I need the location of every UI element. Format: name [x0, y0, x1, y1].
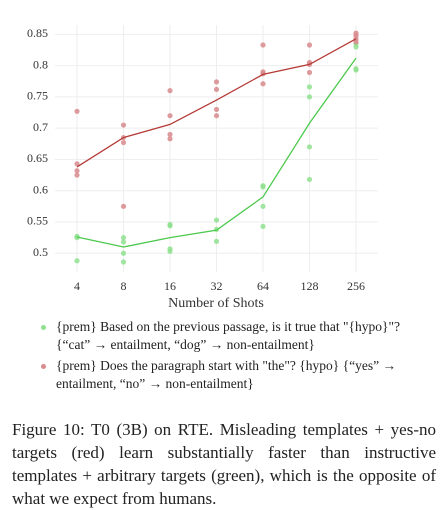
data-point — [74, 172, 80, 178]
data-point — [74, 168, 80, 174]
y-tick-label: 0.8 — [33, 57, 48, 71]
x-axis-label: Number of Shots — [168, 296, 264, 311]
x-tick-label: 16 — [164, 279, 176, 293]
data-point — [260, 42, 266, 48]
legend-marker — [41, 364, 46, 369]
data-point — [74, 108, 80, 114]
series-line — [76, 57, 357, 248]
data-point — [74, 258, 80, 264]
legend-marker — [41, 325, 46, 330]
caption: Figure 10: T0 (3B) on RTE. Misleading te… — [12, 420, 436, 508]
data-point — [167, 223, 173, 229]
data-point — [167, 113, 173, 119]
data-point — [306, 94, 313, 100]
data-point — [167, 248, 173, 254]
x-tick-label: 128 — [301, 279, 319, 293]
data-point — [120, 203, 127, 209]
legend-label: {prem} Does the paragraph start with "th… — [56, 358, 396, 391]
legend-label: {prem} Based on the previous passage, is… — [56, 319, 400, 352]
legend: {prem} Based on the previous passage, is… — [38, 318, 433, 396]
data-point — [213, 86, 220, 93]
data-point — [213, 113, 220, 119]
x-tick-label: 32 — [211, 279, 223, 293]
data-point — [213, 106, 220, 113]
y-tick-label: 0.85 — [27, 26, 48, 40]
data-point — [260, 203, 266, 209]
data-point — [260, 184, 266, 190]
data-point — [306, 144, 313, 150]
x-tick-label: 8 — [121, 279, 127, 293]
data-point — [167, 131, 173, 138]
data-point — [353, 44, 359, 50]
chart: Number of Shots 0.5 0.55 0.6 0.65 0.7 0.75 0.8… — [27, 25, 378, 311]
data-point — [306, 42, 313, 48]
y-tick-label: 0.7 — [33, 120, 48, 134]
legend-entry: {prem} Does the paragraph start with "th… — [38, 357, 433, 393]
data-point — [213, 217, 220, 223]
data-point — [120, 122, 127, 128]
data-point — [353, 39, 359, 45]
data-point — [120, 239, 127, 245]
data-point — [306, 176, 313, 183]
data-point — [167, 136, 173, 142]
y-tick-label: 0.6 — [33, 182, 48, 196]
y-tick-label: 0.65 — [27, 151, 48, 165]
data-point — [74, 161, 80, 167]
data-point — [306, 84, 313, 90]
data-point — [120, 250, 127, 256]
data-point — [213, 79, 220, 85]
y-tick-label: 0.75 — [27, 89, 48, 103]
data-point — [306, 69, 313, 76]
data-point — [120, 235, 127, 241]
data-point — [260, 223, 266, 229]
x-tick-label: 256 — [347, 279, 365, 293]
x-tick-label: 64 — [257, 279, 269, 293]
data-point — [213, 238, 220, 244]
y-tick-label: 0.5 — [33, 245, 48, 259]
series-line — [76, 38, 357, 168]
data-point — [167, 88, 173, 94]
data-point — [120, 259, 127, 265]
data-point — [353, 67, 359, 73]
legend-entry: {prem} Based on the previous passage, is… — [38, 318, 433, 354]
x-tick-label: 4 — [74, 279, 80, 293]
y-tick-label: 0.55 — [27, 214, 48, 228]
data-point — [120, 139, 127, 146]
data-point — [260, 81, 266, 87]
